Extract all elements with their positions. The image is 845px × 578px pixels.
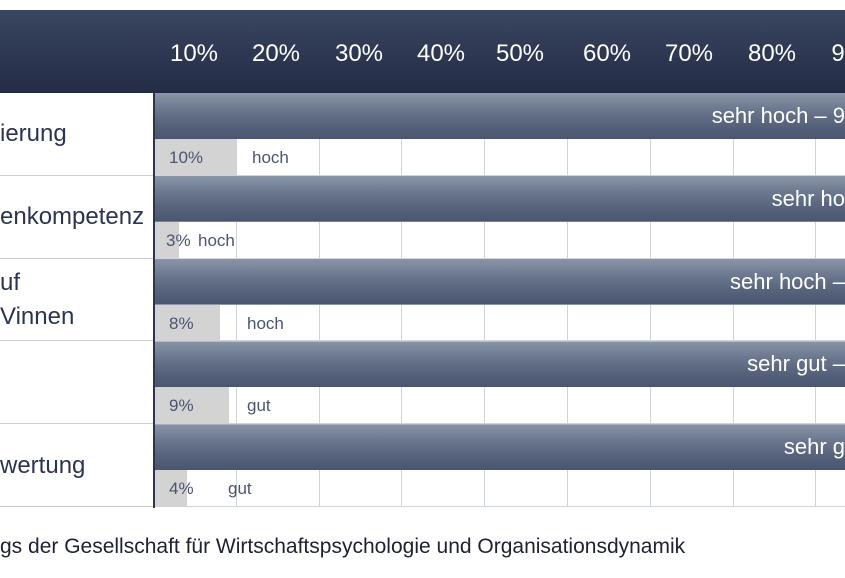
x-tick-label: 60% bbox=[582, 40, 632, 67]
x-tick-label: 20% bbox=[251, 40, 301, 67]
small-category-label: gut bbox=[228, 479, 252, 499]
row-label-line: wertung bbox=[0, 451, 86, 479]
grid-cell bbox=[733, 139, 817, 176]
small-value-bar bbox=[154, 387, 229, 424]
grid-cell bbox=[733, 221, 817, 259]
grid-cell bbox=[236, 470, 320, 507]
x-tick-label: 9 bbox=[831, 40, 845, 67]
grid-cell bbox=[816, 387, 845, 425]
grid-cell bbox=[650, 304, 734, 342]
grid-cell bbox=[733, 387, 817, 425]
row-label-line: Vinnen bbox=[0, 303, 75, 330]
source-note: gs der Gesellschaft für Wirtschaftspsych… bbox=[0, 535, 686, 558]
grid-cell bbox=[816, 221, 845, 259]
main-bar-label: sehr ho bbox=[771, 185, 845, 211]
grid-cell bbox=[650, 139, 734, 176]
row-label: enkompetenz bbox=[0, 200, 144, 234]
grid-cell bbox=[319, 470, 403, 507]
grid-cell bbox=[650, 387, 734, 425]
row-label-line: ierung bbox=[0, 120, 67, 148]
row-label-cell bbox=[0, 424, 154, 507]
small-value-label: 3% bbox=[166, 230, 191, 250]
grid-cell bbox=[568, 221, 651, 259]
grid-cell bbox=[816, 304, 845, 342]
main-bar bbox=[154, 424, 845, 471]
grid-cell bbox=[650, 470, 734, 507]
grid-cell bbox=[402, 221, 486, 259]
small-category-label: gut bbox=[247, 396, 271, 416]
grid-cell bbox=[236, 304, 320, 342]
row-label-cell bbox=[0, 175, 154, 259]
grid-cell bbox=[402, 139, 486, 176]
grid-cell bbox=[733, 470, 817, 507]
grid-cell bbox=[568, 304, 651, 342]
row-label-line: uf bbox=[0, 269, 21, 296]
small-category-label: hoch bbox=[198, 230, 235, 250]
header-band bbox=[0, 10, 845, 93]
small-category-label: hoch bbox=[252, 148, 289, 167]
grid-cell bbox=[485, 221, 568, 259]
grid-cell bbox=[568, 470, 651, 507]
main-bar-label: sehr hoch – bbox=[730, 268, 845, 294]
main-bar-label: sehr g bbox=[783, 434, 845, 460]
small-value-label: 4% bbox=[169, 479, 194, 499]
grid-cell bbox=[402, 470, 486, 507]
grid-cell bbox=[485, 304, 568, 342]
grid-cell bbox=[319, 304, 403, 342]
small-value-bar bbox=[154, 221, 179, 258]
x-tick-label: 70% bbox=[664, 40, 714, 67]
row-label-cell bbox=[0, 93, 154, 176]
grid-cell bbox=[568, 387, 651, 425]
grid-cell bbox=[319, 387, 403, 425]
grid-cell bbox=[816, 139, 845, 176]
small-value-bar bbox=[154, 470, 188, 506]
grid-cell bbox=[485, 470, 568, 507]
small-value-label: 8% bbox=[169, 313, 194, 333]
grid-cell bbox=[402, 387, 486, 425]
grid-cell bbox=[236, 387, 320, 425]
grid-cell bbox=[568, 139, 651, 176]
row-label: wertung bbox=[0, 449, 85, 483]
main-bar bbox=[154, 341, 845, 388]
small-value-bar bbox=[154, 304, 221, 341]
grid-cell bbox=[236, 221, 320, 259]
x-tick-label: 40% bbox=[416, 40, 466, 67]
row-label-cell bbox=[0, 341, 154, 425]
main-bar-label: sehr gut – bbox=[747, 351, 845, 377]
row-label: uf Vinnen bbox=[0, 266, 74, 334]
main-bar bbox=[154, 258, 845, 305]
x-tick-label: 10% bbox=[169, 40, 219, 67]
grid-cell bbox=[816, 470, 845, 507]
y-axis-line bbox=[153, 92, 155, 508]
grid-cell bbox=[402, 304, 486, 342]
grid-cell bbox=[485, 387, 568, 425]
row-label-cell bbox=[0, 258, 154, 342]
main-bar bbox=[154, 175, 845, 222]
small-value-bar bbox=[154, 139, 237, 175]
main-bar-label: sehr hoch – 9 bbox=[711, 103, 845, 128]
grid-cell bbox=[319, 221, 403, 259]
small-value-label: 9% bbox=[169, 396, 194, 416]
small-value-label: 10% bbox=[169, 148, 204, 167]
x-tick-label: 30% bbox=[334, 40, 384, 67]
main-bar bbox=[154, 93, 845, 139]
grid-cell bbox=[319, 139, 403, 176]
grid-cell bbox=[236, 139, 320, 176]
row-label: ierung bbox=[0, 117, 67, 151]
small-category-label: hoch bbox=[247, 313, 284, 333]
x-tick-label: 80% bbox=[747, 40, 797, 67]
row-label-line: enkompetenz bbox=[0, 203, 145, 231]
x-tick-label: 50% bbox=[495, 40, 545, 67]
grid-cell bbox=[485, 139, 568, 176]
grid-cell bbox=[650, 221, 734, 259]
grid-cell bbox=[733, 304, 817, 342]
